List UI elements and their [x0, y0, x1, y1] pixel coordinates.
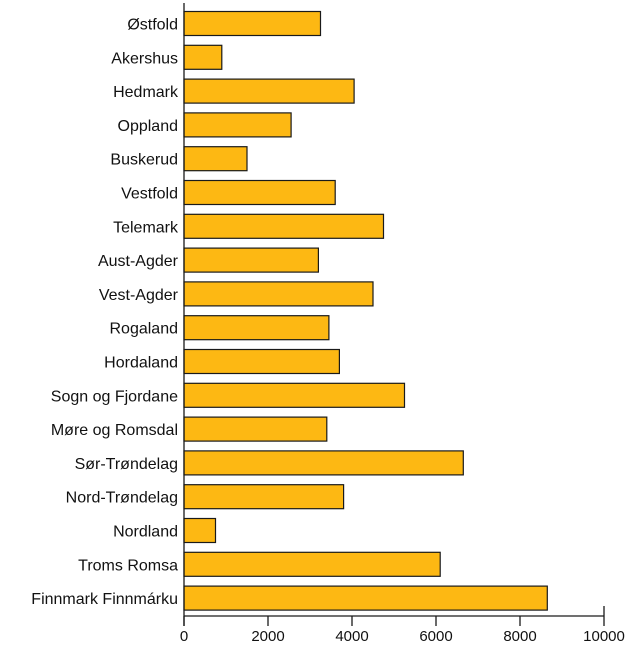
bar-oppland — [183, 112, 292, 138]
category-labels: Østfold Akershus Hedmark Oppland Buskerud Ves… — [31, 17, 179, 609]
bars-layer — [183, 10, 548, 611]
bar-nord-trondelag — [183, 484, 345, 510]
axes — [183, 3, 604, 626]
category-label-oppland: Oppland — [118, 118, 179, 135]
category-label-telemark: Telemark — [113, 219, 179, 236]
category-label-akershus: Akershus — [111, 50, 178, 67]
bar-akershus — [183, 44, 223, 70]
bar-nordland — [183, 517, 217, 544]
bar-sogn-og-fjordane — [183, 382, 406, 408]
category-label-vestfold: Vestfold — [121, 186, 178, 203]
bar-vestfold — [183, 179, 336, 206]
category-label-hedmark: Hedmark — [113, 84, 179, 101]
x-tick-label-8000: 8000 — [503, 628, 536, 645]
category-label-hordaland: Hordaland — [104, 355, 178, 372]
category-label-vest-agder: Vest-Agder — [99, 287, 179, 304]
category-label-nord-trondelag: Nord-Trøndelag — [66, 490, 178, 507]
bar-buskerud — [183, 146, 248, 172]
category-label-sor-trondelag: Sør-Trøndelag — [75, 456, 178, 473]
category-label-more-og-romsdal: Møre og Romsdal — [51, 422, 178, 439]
bar-more-og-romsdal — [183, 416, 328, 442]
bar-troms-romsa — [183, 551, 441, 577]
category-label-finnmark-finnmarku: Finnmark Finnmárku — [31, 591, 178, 608]
x-tick-label-0: 0 — [180, 628, 188, 645]
bar-telemark — [183, 213, 385, 239]
bar-hedmark — [183, 78, 355, 104]
x-tick-label-10000: 10000 — [583, 628, 625, 645]
category-label-rogaland: Rogaland — [110, 321, 179, 338]
category-label-aust-agder: Aust-Agder — [98, 253, 179, 270]
category-label-troms-romsa: Troms Romsa — [78, 557, 178, 574]
category-label-buskerud: Buskerud — [110, 152, 178, 169]
bar-vest-agder — [183, 281, 374, 307]
bar-ostfold — [183, 10, 322, 37]
bar-sor-trondelag — [183, 450, 464, 476]
bar-aust-agder — [183, 247, 319, 273]
x-tick-label-6000: 6000 — [419, 628, 452, 645]
x-axis-ticks: 0 2000 4000 6000 8000 10000 — [180, 606, 625, 645]
x-tick-label-2000: 2000 — [251, 628, 284, 645]
category-label-nordland: Nordland — [113, 524, 178, 541]
category-label-sogn-og-fjordane: Sogn og Fjordane — [51, 388, 178, 405]
x-tick-label-4000: 4000 — [335, 628, 368, 645]
bar-hordaland — [183, 348, 340, 375]
bar-finnmark-finnmarku — [183, 585, 548, 611]
bar-rogaland — [183, 315, 330, 341]
category-label-ostfold: Østfold — [127, 17, 178, 34]
